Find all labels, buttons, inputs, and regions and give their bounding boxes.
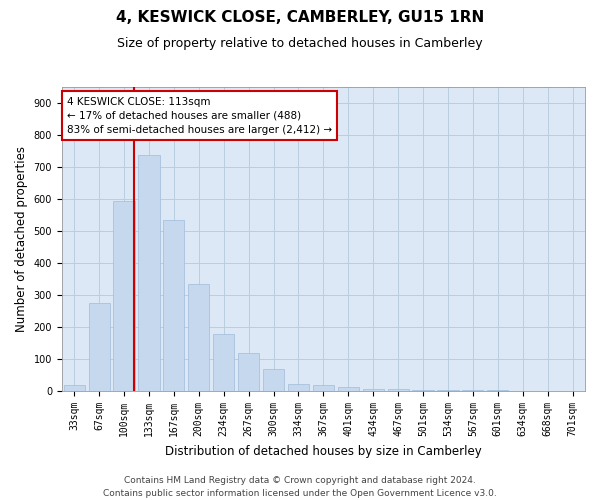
Text: Size of property relative to detached houses in Camberley: Size of property relative to detached ho… — [117, 38, 483, 51]
Bar — [437, 390, 458, 391]
Bar — [213, 334, 235, 391]
X-axis label: Distribution of detached houses by size in Camberley: Distribution of detached houses by size … — [165, 444, 482, 458]
Bar — [313, 386, 334, 391]
Bar — [412, 390, 434, 391]
Bar — [487, 390, 508, 391]
Bar — [512, 390, 533, 391]
Bar — [113, 201, 134, 391]
Bar — [64, 385, 85, 391]
Bar — [163, 220, 184, 391]
Bar — [362, 388, 384, 391]
Bar — [139, 154, 160, 391]
Bar — [89, 304, 110, 391]
Text: 4 KESWICK CLOSE: 113sqm
← 17% of detached houses are smaller (488)
83% of semi-d: 4 KESWICK CLOSE: 113sqm ← 17% of detache… — [67, 96, 332, 134]
Bar — [188, 284, 209, 391]
Bar — [238, 354, 259, 391]
Bar — [263, 370, 284, 391]
Bar — [462, 390, 484, 391]
Text: Contains HM Land Registry data © Crown copyright and database right 2024.
Contai: Contains HM Land Registry data © Crown c… — [103, 476, 497, 498]
Bar — [388, 389, 409, 391]
Y-axis label: Number of detached properties: Number of detached properties — [15, 146, 28, 332]
Bar — [288, 384, 309, 391]
Text: 4, KESWICK CLOSE, CAMBERLEY, GU15 1RN: 4, KESWICK CLOSE, CAMBERLEY, GU15 1RN — [116, 10, 484, 25]
Bar — [338, 388, 359, 391]
